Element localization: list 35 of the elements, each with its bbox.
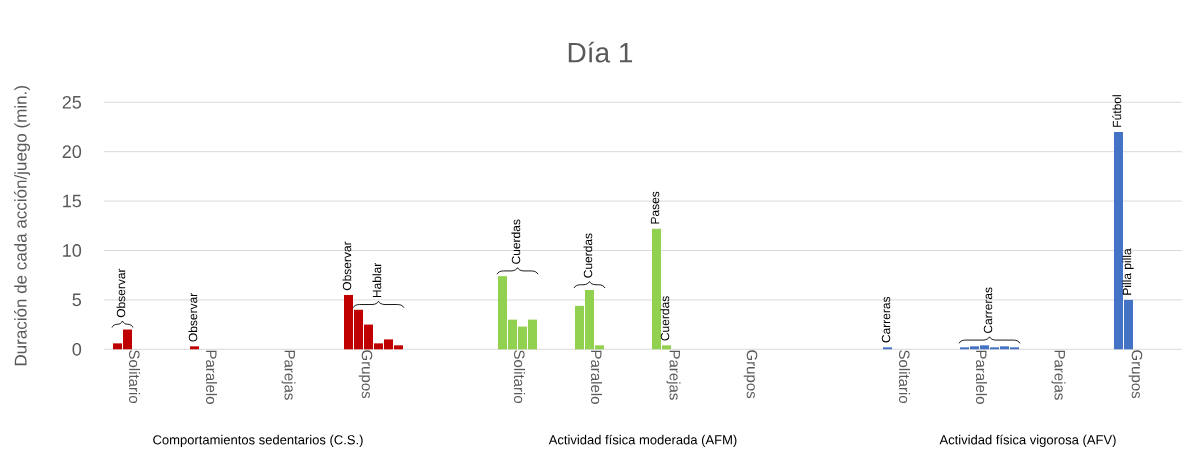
y-tick-label: 5	[72, 293, 82, 307]
data-label: Carreras	[881, 296, 891, 343]
data-label: Pases	[650, 191, 660, 224]
x-tick-label: Paralelo	[590, 350, 602, 404]
x-tick-label: Parejas	[666, 350, 681, 400]
x-tick-label: Solitario	[514, 350, 526, 404]
data-label: Observar	[188, 292, 198, 342]
y-tick-label: 10	[63, 244, 82, 257]
data-label: Observar	[342, 241, 352, 291]
data-label: Cuerdas	[660, 296, 670, 341]
y-tick-label: 25	[62, 95, 82, 109]
x-tick-label: Parejas	[281, 350, 296, 400]
data-label: Cuerdas	[511, 219, 521, 264]
x-tick-label: Solitario	[898, 350, 910, 404]
data-label: Hablar	[372, 262, 382, 298]
x-tick-label: Parejas	[1051, 350, 1066, 400]
text: Actividad física moderada (AFM)	[548, 434, 737, 447]
data-label: Cuerdas	[583, 233, 593, 278]
x-tick-label: Grupos	[358, 350, 373, 399]
x-tick-label: Paralelo	[206, 350, 218, 404]
data-label: Fútbol	[1112, 95, 1122, 127]
data-label: Observar	[116, 268, 126, 318]
x-tick-label: Paralelo	[975, 350, 987, 404]
data-label: Pilla pilla	[1122, 248, 1134, 295]
x-tick-label: Solitario	[129, 350, 141, 404]
text: Actividad física vigorosa (AFV)	[939, 434, 1116, 447]
x-tick-label: Grupos	[1128, 350, 1143, 399]
y-axis-title: Duración de cada acción/juego (min.)	[13, 86, 31, 366]
text: Comportamientos sedentarios (C.S.)	[153, 434, 363, 447]
y-tick-label: 15	[63, 194, 82, 208]
chart-title: Día 1	[568, 41, 633, 63]
data-label: Carreras	[983, 287, 993, 334]
y-tick-label: 20	[62, 145, 82, 159]
x-tick-label: Grupos	[743, 350, 758, 399]
y-tick-label: 0	[72, 342, 82, 356]
